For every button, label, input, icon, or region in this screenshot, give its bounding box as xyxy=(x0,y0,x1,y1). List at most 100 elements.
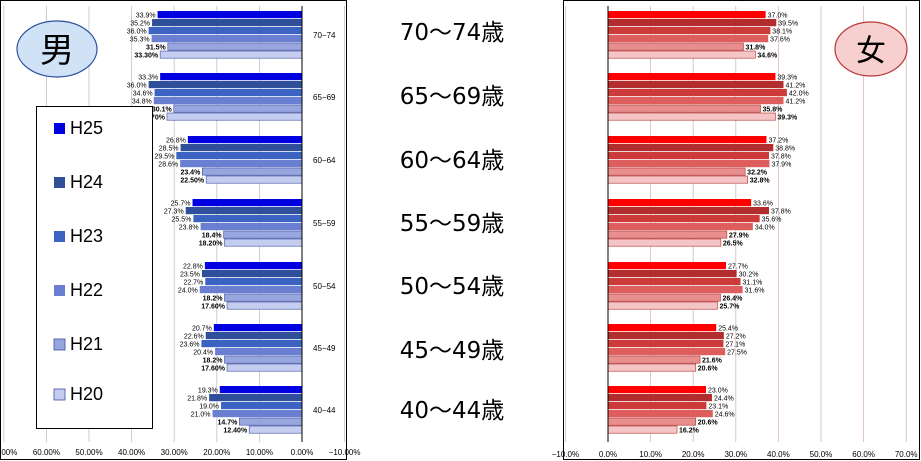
male-bar xyxy=(148,27,302,35)
male-badge xyxy=(16,20,98,78)
female-data-label: 25.7% xyxy=(719,304,740,311)
male-bar xyxy=(219,386,302,394)
female-data-label: 42.0% xyxy=(789,91,809,98)
male-bar xyxy=(199,286,302,294)
female-bar xyxy=(608,286,743,294)
female-bar xyxy=(607,50,756,59)
male-bar-group: 33.9%35.2%36.0%35.3%31.5%33.30%33.3%36.0… xyxy=(127,11,303,435)
male-age-label: 55−59 xyxy=(313,219,336,228)
male-bar xyxy=(151,35,302,43)
male-bar xyxy=(226,363,303,372)
female-data-label: 37.8% xyxy=(771,209,791,216)
female-bar xyxy=(608,270,737,278)
female-data-label: 37.9% xyxy=(771,162,791,169)
male-bar xyxy=(224,238,303,247)
male-age-label: 45−49 xyxy=(313,344,336,353)
male-data-label: 31.70% xyxy=(141,115,166,122)
legend: H25 H24 H23 H22 H21 H20 xyxy=(53,118,103,404)
female-bar xyxy=(607,293,721,302)
male-age-label: 65−69 xyxy=(313,93,336,102)
female-x-tick-label: 40.0% xyxy=(767,450,790,459)
male-x-tick-label: 30.00% xyxy=(161,448,188,457)
male-data-label: 22.6% xyxy=(184,334,204,341)
female-data-label: 41.2% xyxy=(786,83,806,90)
female-data-label: 16.2% xyxy=(679,428,700,435)
legend-label: H23 xyxy=(70,226,103,246)
female-data-label: 37.6% xyxy=(770,37,790,44)
female-bar xyxy=(608,19,777,27)
center-age-label: 40〜44歳 xyxy=(400,398,505,424)
female-bar xyxy=(608,394,712,402)
female-data-label: 27.7% xyxy=(728,264,748,271)
male-bar xyxy=(166,112,303,121)
female-data-label: 31.6% xyxy=(745,288,765,295)
male-bar xyxy=(205,175,303,184)
male-data-label: 23.5% xyxy=(180,272,200,279)
male-bar xyxy=(224,355,303,364)
legend-label: H25 xyxy=(70,118,103,138)
female-bar xyxy=(607,42,744,51)
male-bar xyxy=(157,11,302,19)
female-x-tick-label: 30.0% xyxy=(724,450,747,459)
female-data-label: 27.9% xyxy=(729,233,750,240)
legend-label: H24 xyxy=(70,172,103,192)
center-age-label: 70〜74歳 xyxy=(400,20,505,46)
male-x-tick-label: 10.00% xyxy=(246,448,273,457)
female-badge xyxy=(834,21,908,77)
male-bar xyxy=(152,19,302,27)
female-data-label: 24.4% xyxy=(714,396,734,403)
male-bar xyxy=(221,402,302,410)
male-data-label: 21.8% xyxy=(187,396,207,403)
female-x-tick-label: 20.0% xyxy=(682,450,705,459)
female-bar xyxy=(608,215,760,223)
male-bar xyxy=(224,293,303,302)
male-data-label: 25.7% xyxy=(171,201,191,208)
female-data-label: 37.8% xyxy=(771,154,791,161)
male-data-label: 22.8% xyxy=(183,264,203,271)
male-bar xyxy=(201,270,302,278)
male-x-tick-label: 20.00% xyxy=(203,448,230,457)
female-data-label: 37.2% xyxy=(768,138,788,145)
female-data-label: 26.4% xyxy=(722,296,743,303)
male-data-label: 35.3% xyxy=(130,37,150,44)
female-data-label: 31.1% xyxy=(742,280,762,287)
male-data-label: 18.2% xyxy=(203,296,224,303)
male-data-label: 22.7% xyxy=(183,280,203,287)
female-data-label: 21.6% xyxy=(702,358,723,365)
male-data-label: 22.50% xyxy=(180,178,205,185)
female-data-label: 39.3% xyxy=(777,115,798,122)
male-bar xyxy=(160,73,302,81)
male-bar xyxy=(201,340,302,348)
male-bar xyxy=(215,348,302,356)
male-bar xyxy=(205,278,302,286)
male-data-label: 14.7% xyxy=(218,420,239,427)
female-data-label: 23.0% xyxy=(708,388,728,395)
male-bar xyxy=(192,199,302,207)
female-data-label: 27.1% xyxy=(725,342,745,349)
male-bar xyxy=(159,50,303,59)
female-bar xyxy=(608,402,707,410)
female-bar xyxy=(608,89,787,97)
male-x-tick-label: 50.00% xyxy=(75,448,102,457)
female-bar xyxy=(608,332,724,340)
female-data-label: 41.2% xyxy=(786,99,806,106)
male-bar xyxy=(167,42,303,51)
female-bar xyxy=(607,167,746,176)
female-bar xyxy=(608,207,770,215)
female-data-label: 23.1% xyxy=(708,404,728,411)
male-data-label: 36.0% xyxy=(127,83,147,90)
male-data-label: 18.20% xyxy=(199,241,224,248)
female-data-label: 26.5% xyxy=(723,241,744,248)
male-data-label: 34.8% xyxy=(132,99,152,106)
legend-swatch xyxy=(53,388,66,401)
female-data-label: 32.2% xyxy=(747,170,768,177)
female-data-label: 32.8% xyxy=(750,178,771,185)
female-data-label: 31.8% xyxy=(745,45,766,52)
male-data-label: 26.8% xyxy=(166,138,186,145)
female-data-label: 27.5% xyxy=(727,350,747,357)
male-data-label: 24.0% xyxy=(178,288,198,295)
male-bar xyxy=(180,160,302,168)
female-data-label: 24.6% xyxy=(715,412,735,419)
female-bar xyxy=(607,230,728,239)
male-bar xyxy=(154,89,302,97)
